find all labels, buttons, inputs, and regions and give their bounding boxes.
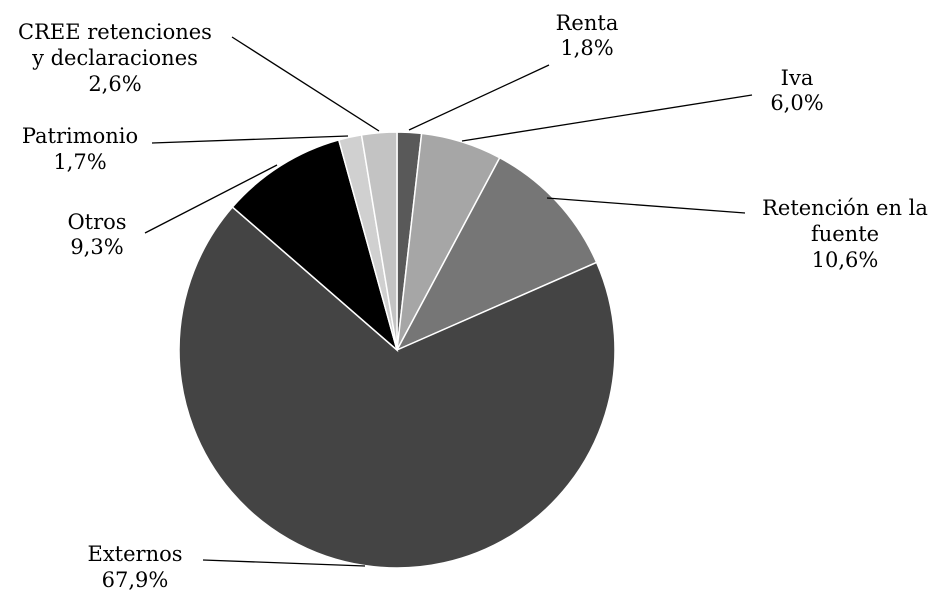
label-value: 1,8% bbox=[560, 36, 613, 60]
label-value: 10,6% bbox=[812, 248, 879, 272]
leader-line-iva bbox=[461, 94, 753, 142]
leader-line-externos bbox=[202, 559, 366, 567]
leader-line-cree-retenciones-y-declaraciones bbox=[231, 36, 380, 132]
label-name: Iva bbox=[781, 66, 814, 90]
slice-labels: Renta 1,8% Iva 6,0% Retención en la fuente 10,… bbox=[18, 11, 928, 592]
label-value: 67,9% bbox=[102, 568, 169, 592]
label-cree-retenciones-y-declaraciones: CREE retenciones y declaraciones 2,6% bbox=[18, 20, 212, 96]
label-name: Renta bbox=[556, 11, 619, 35]
label-patrimonio: Patrimonio 1,7% bbox=[22, 124, 138, 174]
label-value: 2,6% bbox=[88, 72, 141, 96]
slice-retencion-en-la-fuente bbox=[395, 156, 598, 352]
label-name: Retención en la bbox=[762, 196, 928, 220]
leader-line-patrimonio bbox=[151, 135, 349, 144]
pie-slices bbox=[178, 131, 616, 569]
label-name: Externos bbox=[87, 542, 182, 566]
label-value: 9,3% bbox=[70, 235, 123, 259]
slice-cree-retenciones-y-declaraciones bbox=[360, 131, 398, 351]
leader-line-renta bbox=[408, 64, 550, 131]
label-value: 6,0% bbox=[770, 91, 823, 115]
label-iva: Iva 6,0% bbox=[770, 66, 823, 115]
label-otros: Otros 9,3% bbox=[67, 210, 126, 259]
leader-line-retencion-en-la-fuente bbox=[546, 197, 746, 214]
label-value: 1,7% bbox=[53, 150, 106, 174]
label-retencion-en-la-fuente: Retención en la fuente 10,6% bbox=[762, 196, 928, 272]
label-name: y declaraciones bbox=[31, 46, 198, 70]
label-name: Patrimonio bbox=[22, 124, 138, 148]
leader-lines bbox=[144, 36, 753, 567]
leader-line-otros bbox=[144, 164, 278, 234]
label-renta: Renta 1,8% bbox=[556, 11, 619, 60]
label-externos: Externos 67,9% bbox=[87, 542, 182, 592]
slice-otros bbox=[231, 138, 399, 353]
label-name: CREE retenciones bbox=[18, 20, 212, 44]
label-name: Otros bbox=[67, 210, 126, 234]
label-name: fuente bbox=[811, 222, 879, 246]
